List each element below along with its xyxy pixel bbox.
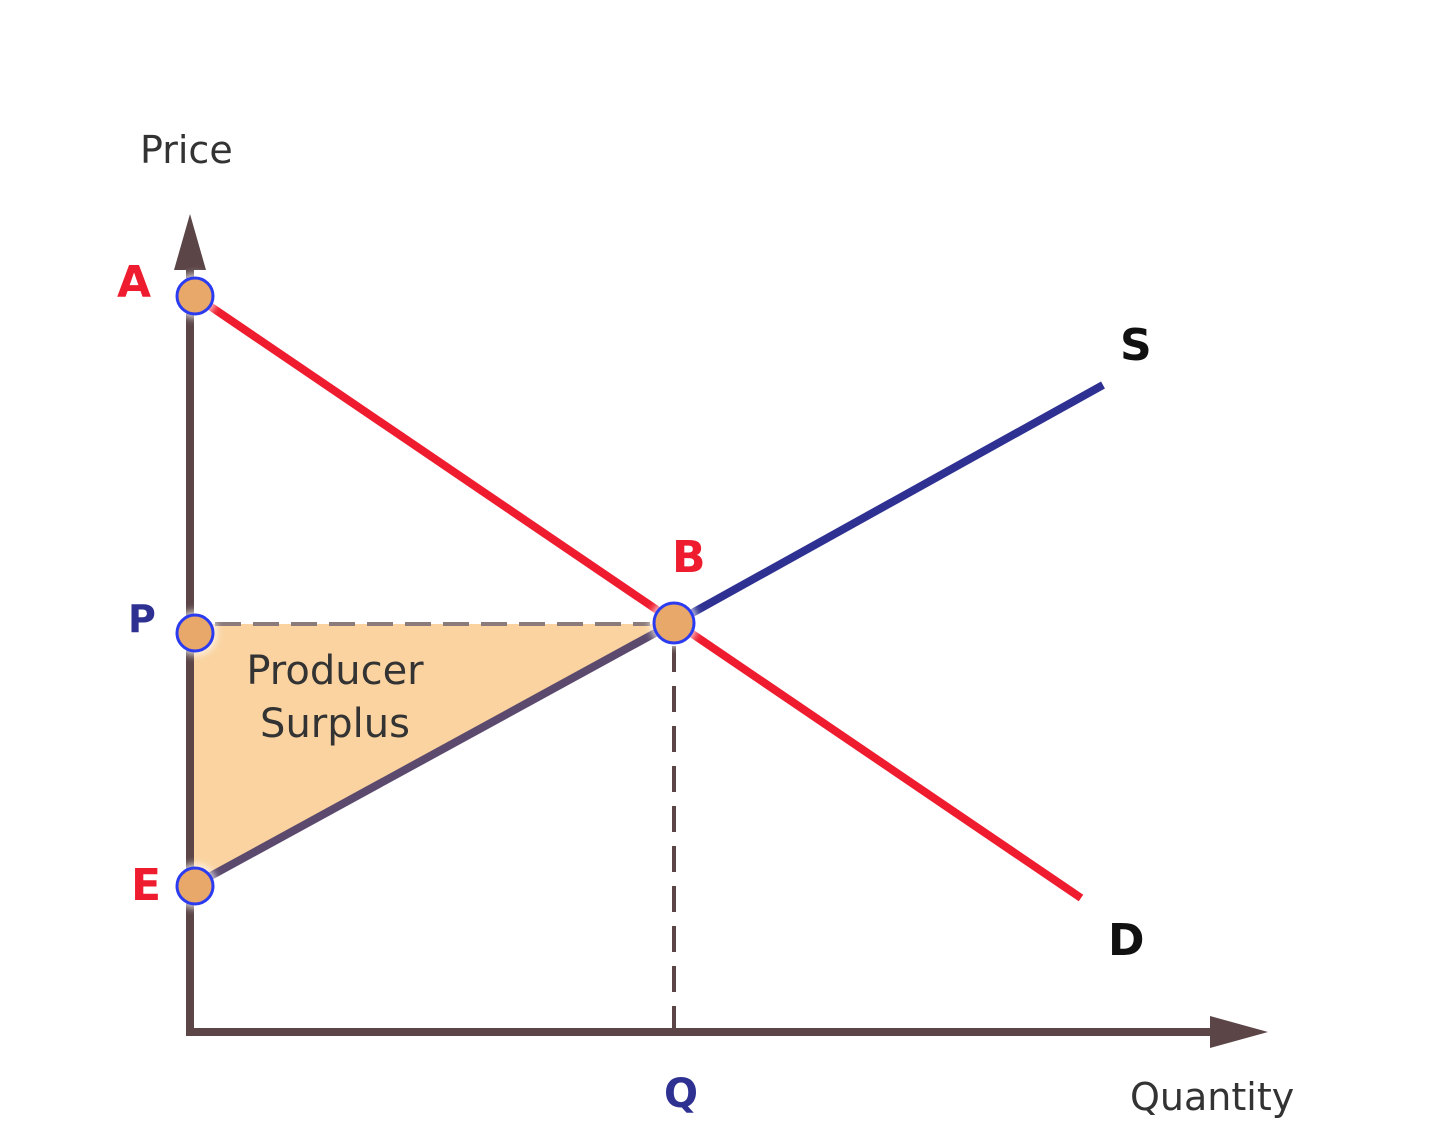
supply-curve-label: S	[1120, 320, 1152, 371]
point-b-marker	[650, 599, 698, 647]
point-p-marker	[173, 611, 217, 655]
point-e-label: E	[131, 860, 161, 911]
x-axis-label: Quantity	[1130, 1075, 1294, 1119]
price-axis-arrow-icon	[174, 214, 206, 270]
point-b-label: B	[672, 532, 706, 583]
producer-surplus-label-line2: Surplus	[260, 701, 410, 747]
point-a-label: A	[117, 257, 151, 308]
point-e-marker	[173, 864, 217, 908]
supply-curve-lower	[194, 622, 670, 888]
point-q-label: Q	[664, 1071, 698, 1117]
supply-curve	[674, 381, 1105, 626]
quantity-axis-arrow-icon	[1210, 1016, 1268, 1048]
demand-curve-label: D	[1108, 915, 1145, 966]
point-p-label: P	[128, 597, 156, 641]
point-a-marker	[173, 274, 217, 318]
demand-curve	[195, 294, 1084, 902]
producer-surplus-label-line1: Producer	[246, 648, 424, 694]
y-axis-label: Price	[140, 128, 233, 172]
